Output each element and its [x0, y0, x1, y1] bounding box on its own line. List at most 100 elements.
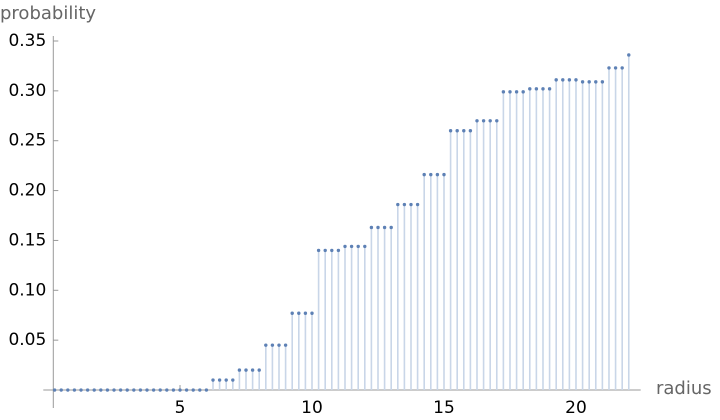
point: [363, 244, 367, 249]
point: [528, 87, 532, 91]
point: [415, 202, 420, 207]
point: [79, 388, 83, 392]
point: [607, 66, 611, 70]
point: [613, 66, 618, 70]
point: [310, 311, 314, 315]
point: [574, 78, 578, 82]
point: [376, 225, 380, 230]
point: [323, 248, 327, 253]
point: [627, 53, 631, 57]
point: [237, 368, 242, 372]
point: [290, 311, 294, 315]
point: [402, 202, 407, 207]
x-tick-label: 10: [301, 398, 323, 418]
point: [158, 388, 162, 392]
point: [316, 248, 321, 253]
point: [303, 311, 308, 315]
x-axis-label: radius: [656, 378, 712, 399]
point: [231, 378, 235, 382]
point: [270, 343, 275, 347]
y-tick-label: 0.30: [8, 81, 46, 101]
point: [481, 119, 486, 123]
point: [151, 388, 156, 392]
point: [125, 388, 129, 392]
point: [475, 119, 479, 123]
x-tick-label: 20: [565, 398, 587, 418]
point: [455, 129, 459, 133]
point: [534, 87, 539, 91]
point: [587, 80, 591, 84]
point: [521, 90, 525, 94]
y-tick-label: 0.10: [8, 280, 46, 300]
point: [435, 172, 440, 177]
point: [132, 388, 136, 392]
point: [356, 244, 360, 249]
point: [118, 388, 123, 392]
point: [547, 87, 552, 91]
point: [369, 225, 374, 230]
point: [620, 66, 624, 70]
point: [541, 87, 545, 91]
point: [330, 248, 334, 253]
point: [396, 202, 400, 207]
point: [283, 343, 288, 347]
point: [257, 368, 261, 372]
point: [429, 172, 433, 177]
point: [343, 244, 347, 249]
point: [204, 388, 209, 392]
point: [171, 388, 176, 392]
x-tick-label: 5: [175, 398, 186, 418]
point: [244, 368, 248, 372]
point: [462, 129, 466, 133]
point: [336, 248, 341, 253]
y-tick-label: 0.25: [8, 131, 46, 151]
x-tick-label: 15: [433, 398, 455, 418]
y-tick-label: 0.20: [8, 181, 46, 201]
point: [422, 172, 426, 177]
y-tick-label: 0.15: [8, 230, 46, 250]
point: [59, 388, 63, 392]
point: [138, 388, 143, 392]
point: [600, 80, 605, 84]
y-axis-label: probability: [0, 3, 96, 24]
point: [277, 343, 281, 347]
point: [508, 90, 512, 94]
point: [567, 78, 572, 82]
point: [66, 388, 70, 392]
point: [349, 244, 354, 249]
y-tick-label: 0.05: [8, 330, 46, 350]
point: [198, 388, 202, 392]
point: [217, 378, 222, 382]
point: [501, 90, 506, 94]
point: [145, 388, 149, 392]
point: [52, 388, 57, 392]
point: [382, 225, 387, 230]
point: [191, 388, 195, 392]
point: [442, 172, 446, 177]
point: [92, 388, 96, 392]
point: [488, 119, 492, 123]
point: [495, 119, 499, 123]
point: [409, 202, 413, 207]
point: [224, 378, 228, 382]
point: [72, 388, 77, 392]
point: [468, 129, 473, 133]
point: [580, 80, 585, 84]
point: [514, 90, 519, 94]
point: [99, 388, 103, 392]
point: [554, 78, 558, 82]
point: [297, 311, 301, 315]
point: [112, 388, 116, 392]
point: [389, 225, 393, 230]
point: [165, 388, 169, 392]
point: [85, 388, 90, 392]
point: [105, 388, 110, 392]
point: [211, 378, 215, 382]
point: [184, 388, 189, 392]
point: [561, 78, 565, 82]
point: [448, 129, 453, 133]
point: [264, 343, 268, 347]
point: [250, 368, 255, 372]
